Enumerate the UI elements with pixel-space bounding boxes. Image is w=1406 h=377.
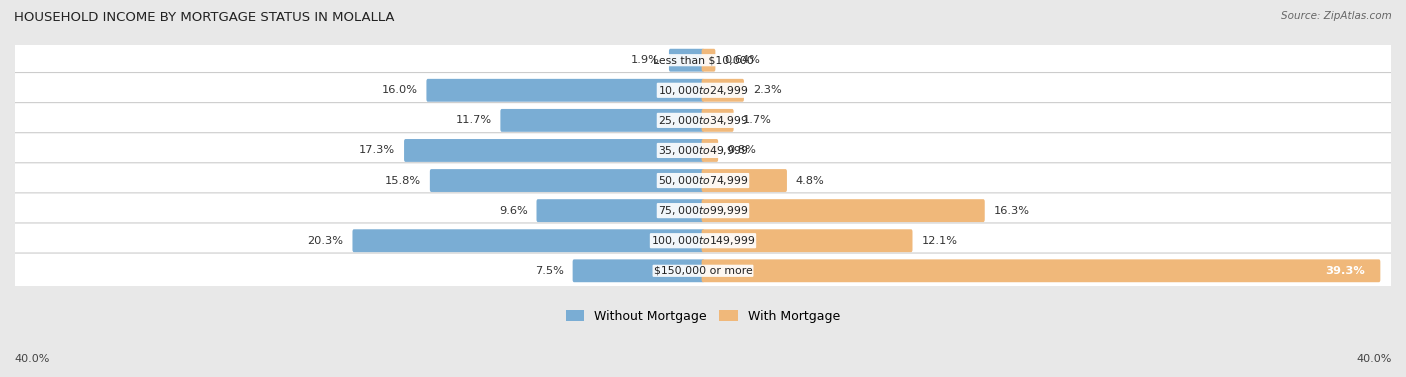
FancyBboxPatch shape [702,139,718,162]
FancyBboxPatch shape [13,193,1393,228]
FancyBboxPatch shape [669,49,704,72]
FancyBboxPatch shape [13,133,1393,168]
Text: 11.7%: 11.7% [456,115,492,126]
FancyBboxPatch shape [702,109,734,132]
Text: Source: ZipAtlas.com: Source: ZipAtlas.com [1281,11,1392,21]
FancyBboxPatch shape [13,72,1393,108]
Text: $50,000 to $74,999: $50,000 to $74,999 [658,174,748,187]
Text: 1.9%: 1.9% [631,55,659,65]
FancyBboxPatch shape [430,169,704,192]
FancyBboxPatch shape [13,43,1393,78]
FancyBboxPatch shape [702,79,744,102]
FancyBboxPatch shape [353,229,704,252]
FancyBboxPatch shape [13,163,1393,198]
Text: $10,000 to $24,999: $10,000 to $24,999 [658,84,748,97]
Legend: Without Mortgage, With Mortgage: Without Mortgage, With Mortgage [565,310,841,323]
Text: 16.0%: 16.0% [381,85,418,95]
FancyBboxPatch shape [501,109,704,132]
Text: 15.8%: 15.8% [385,176,420,185]
FancyBboxPatch shape [702,199,984,222]
Text: 0.64%: 0.64% [724,55,761,65]
Text: 12.1%: 12.1% [921,236,957,246]
Text: 20.3%: 20.3% [308,236,343,246]
FancyBboxPatch shape [13,253,1393,288]
Text: 2.3%: 2.3% [752,85,782,95]
Text: 7.5%: 7.5% [534,266,564,276]
Text: 39.3%: 39.3% [1326,266,1365,276]
Text: 16.3%: 16.3% [994,205,1029,216]
Text: $25,000 to $34,999: $25,000 to $34,999 [658,114,748,127]
FancyBboxPatch shape [702,169,787,192]
FancyBboxPatch shape [572,259,704,282]
Text: 4.8%: 4.8% [796,176,825,185]
FancyBboxPatch shape [13,223,1393,259]
Text: Less than $10,000: Less than $10,000 [652,55,754,65]
Text: 40.0%: 40.0% [1357,354,1392,364]
Text: $100,000 to $149,999: $100,000 to $149,999 [651,234,755,247]
Text: $35,000 to $49,999: $35,000 to $49,999 [658,144,748,157]
FancyBboxPatch shape [537,199,704,222]
FancyBboxPatch shape [426,79,704,102]
Text: HOUSEHOLD INCOME BY MORTGAGE STATUS IN MOLALLA: HOUSEHOLD INCOME BY MORTGAGE STATUS IN M… [14,11,395,24]
FancyBboxPatch shape [404,139,704,162]
FancyBboxPatch shape [702,259,1381,282]
FancyBboxPatch shape [702,49,716,72]
Text: 40.0%: 40.0% [14,354,49,364]
Text: 9.6%: 9.6% [499,205,527,216]
Text: 1.7%: 1.7% [742,115,772,126]
FancyBboxPatch shape [13,103,1393,138]
Text: 0.8%: 0.8% [727,146,756,155]
FancyBboxPatch shape [702,229,912,252]
Text: 17.3%: 17.3% [359,146,395,155]
Text: $75,000 to $99,999: $75,000 to $99,999 [658,204,748,217]
Text: $150,000 or more: $150,000 or more [654,266,752,276]
